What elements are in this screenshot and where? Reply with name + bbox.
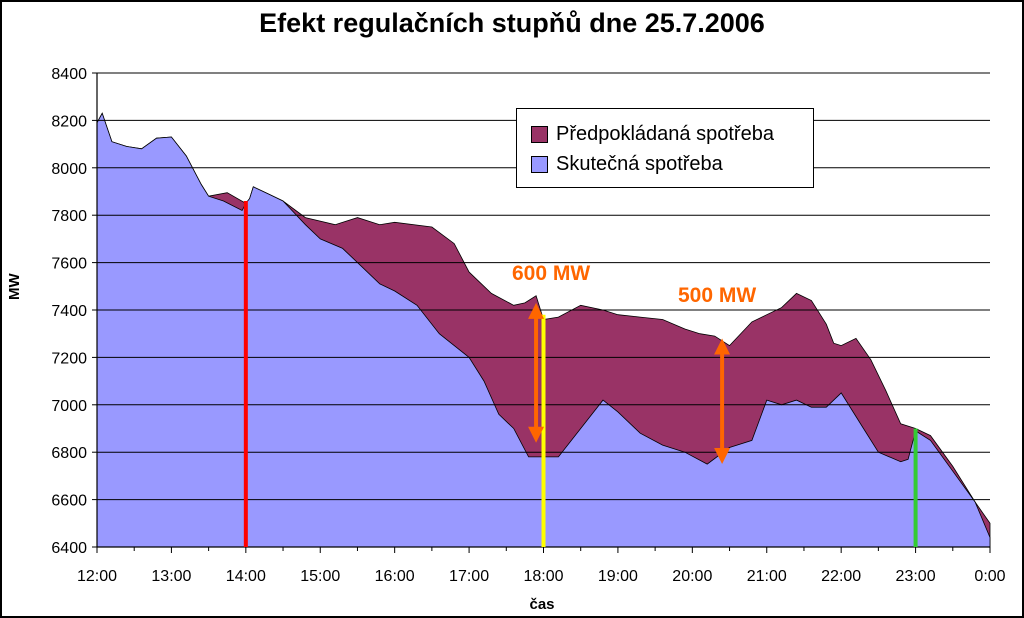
x-tick-label-7: 19:00	[598, 568, 638, 585]
legend-swatch-actual	[531, 155, 548, 173]
legend: Předpokládaná spotřeba Skutečná spotřeba	[516, 108, 814, 188]
x-tick-label-6: 18:00	[523, 568, 563, 585]
y-tick-label-6400: 6400	[51, 540, 87, 557]
x-tick-label-10: 22:00	[821, 568, 861, 585]
arrow-head-top-0	[528, 302, 545, 319]
legend-item-predicted: Předpokládaná spotřeba	[531, 119, 813, 149]
x-tick-label-0: 12:00	[77, 568, 117, 585]
y-tick-label-6800: 6800	[51, 445, 87, 462]
chart-title: Efekt regulačních stupňů dne 25.7.2006	[259, 8, 765, 38]
arrow-head-bottom-1	[714, 448, 731, 465]
y-tick-label-7200: 7200	[51, 350, 87, 367]
x-tick-label-2: 14:00	[226, 568, 266, 585]
y-tick-label-8200: 8200	[51, 113, 87, 130]
x-axis-label: čas	[529, 596, 555, 613]
legend-swatch-predicted	[531, 125, 548, 143]
x-tick-label-1: 13:00	[151, 568, 191, 585]
legend-item-actual: Skutečná spotřeba	[531, 149, 813, 179]
legend-label-actual: Skutečná spotřeba	[556, 152, 723, 175]
x-tick-label-9: 21:00	[747, 568, 787, 585]
arrow-head-top-1	[714, 338, 731, 355]
x-tick-label-11: 23:00	[896, 568, 936, 585]
y-axis-label: MW	[6, 273, 23, 300]
annotation-600mw: 600 MW	[512, 262, 591, 285]
x-tick-label-3: 15:00	[300, 568, 340, 585]
y-tick-label-7400: 7400	[51, 303, 87, 320]
area-series-actual	[96, 112, 991, 548]
annotation-500mw: 500 MW	[678, 284, 757, 307]
y-tick-label-6600: 6600	[51, 493, 87, 510]
x-tick-label-4: 16:00	[375, 568, 415, 585]
y-tick-label-7800: 7800	[51, 208, 87, 225]
legend-label-predicted: Předpokládaná spotřeba	[556, 122, 774, 145]
y-tick-label-8000: 8000	[51, 161, 87, 178]
x-tick-label-8: 20:00	[672, 568, 712, 585]
y-tick-label-8400: 8400	[51, 66, 87, 83]
y-tick-label-7600: 7600	[51, 256, 87, 273]
x-tick-label-12: 0:00	[974, 568, 1005, 585]
x-tick-label-5: 17:00	[449, 568, 489, 585]
y-tick-label-7000: 7000	[51, 398, 87, 415]
arrow-head-bottom-0	[528, 426, 545, 443]
